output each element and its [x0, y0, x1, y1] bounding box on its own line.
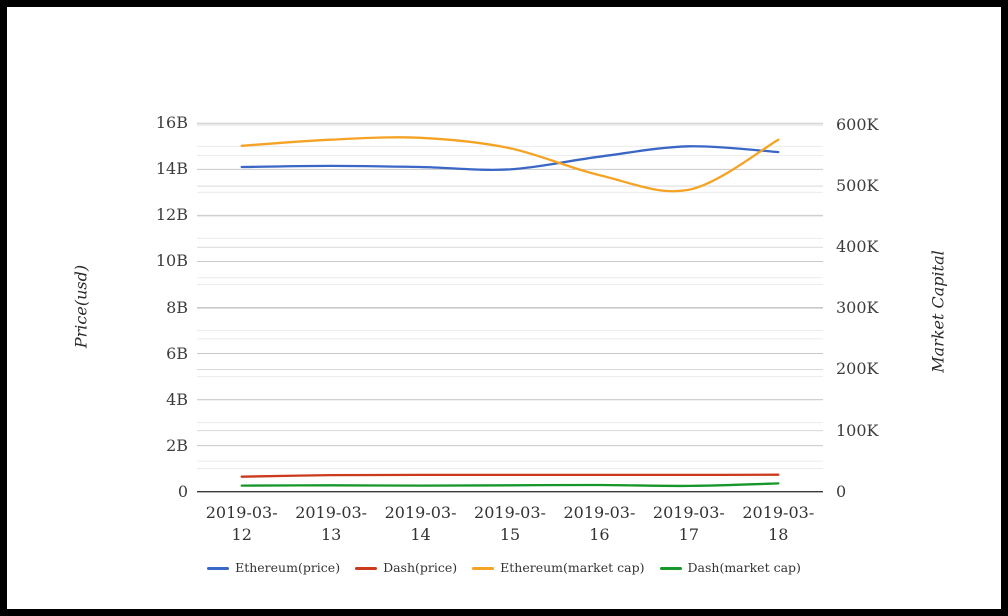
right-axis-tick: 200K — [836, 359, 879, 379]
legend-line-swatch — [472, 566, 495, 570]
series-line-dash-price- — [240, 473, 780, 478]
legend-item-ethereum-price-[interactable]: Ethereum(price) — [207, 561, 340, 575]
x-axis-tick: 2019-03- 12 — [187, 502, 297, 546]
left-axis-tick: 16B — [155, 113, 188, 133]
right-axis-tick: 400K — [836, 237, 879, 257]
right-axis-tick: 500K — [836, 176, 879, 196]
x-tick-line2: 16 — [589, 525, 610, 544]
left-axis-title: Price(usd) — [71, 264, 91, 349]
right-axis-tick: 600K — [836, 115, 879, 134]
series-line-ethereum-price- — [240, 145, 780, 172]
x-tick-line1: 2019-03- — [295, 503, 368, 522]
x-tick-line2: 14 — [410, 525, 431, 544]
x-tick-line2: 15 — [499, 525, 521, 544]
x-axis-tick: 2019-03- 16 — [544, 502, 654, 546]
left-axis-tick: 2B — [166, 435, 188, 455]
legend-line-swatch — [355, 566, 378, 570]
x-tick-line1: 2019-03- — [205, 503, 278, 522]
legend-item-ethereum-market-cap-[interactable]: Ethereum(market cap) — [472, 560, 645, 575]
left-axis-tick: 8B — [166, 297, 188, 317]
legend-label: Dash(price) — [383, 560, 458, 575]
left-axis-tick: 6B — [166, 343, 188, 363]
x-tick-line2: 18 — [768, 525, 789, 544]
x-tick-line1: 2019-03- — [384, 503, 457, 522]
x-tick-line1: 2019-03- — [474, 503, 546, 522]
x-axis-tick: 2019-03- 18 — [723, 502, 833, 546]
x-axis-tick: 2019-03- 14 — [366, 502, 476, 546]
x-tick-line2: 12 — [231, 525, 252, 544]
right-axis-tick: 100K — [836, 420, 879, 440]
legend-item-dash-price-[interactable]: Dash(price) — [355, 561, 457, 575]
legend-line-swatch — [207, 566, 230, 570]
series-line-ethereum-market-cap- — [240, 136, 780, 193]
series-line-dash-market-cap- — [240, 482, 780, 488]
legend-label: Dash(market cap) — [687, 560, 801, 575]
legend-line-swatch — [659, 566, 682, 570]
left-axis-tick: 10B — [155, 251, 188, 271]
x-tick-line2: 13 — [320, 525, 342, 544]
x-tick-line1: 2019-03- — [742, 503, 815, 522]
left-axis-tick: 14B — [155, 159, 188, 179]
right-axis-title: Market Capital — [928, 250, 948, 373]
legend: Ethereum(price) Dash(price) Ethereum(marke… — [0, 561, 1008, 575]
left-axis-tick: 0 — [177, 481, 188, 501]
legend-label: Ethereum(price) — [235, 560, 341, 575]
left-axis-tick: 12B — [155, 205, 188, 225]
legend-label: Ethereum(market cap) — [500, 560, 645, 575]
legend-item-dash-market-cap-[interactable]: Dash(market cap) — [659, 560, 801, 575]
x-axis-tick: 2019-03- 13 — [276, 502, 386, 546]
left-axis-tick: 4B — [166, 389, 188, 409]
right-axis-tick: 0 — [836, 481, 847, 501]
x-axis-tick: 2019-03- 17 — [634, 502, 744, 546]
x-axis-tick: 2019-03- 15 — [455, 502, 565, 546]
x-tick-line1: 2019-03- — [563, 503, 636, 522]
right-axis-tick: 300K — [836, 298, 879, 318]
x-tick-line1: 2019-03- — [652, 503, 725, 522]
x-tick-line2: 17 — [678, 525, 700, 544]
